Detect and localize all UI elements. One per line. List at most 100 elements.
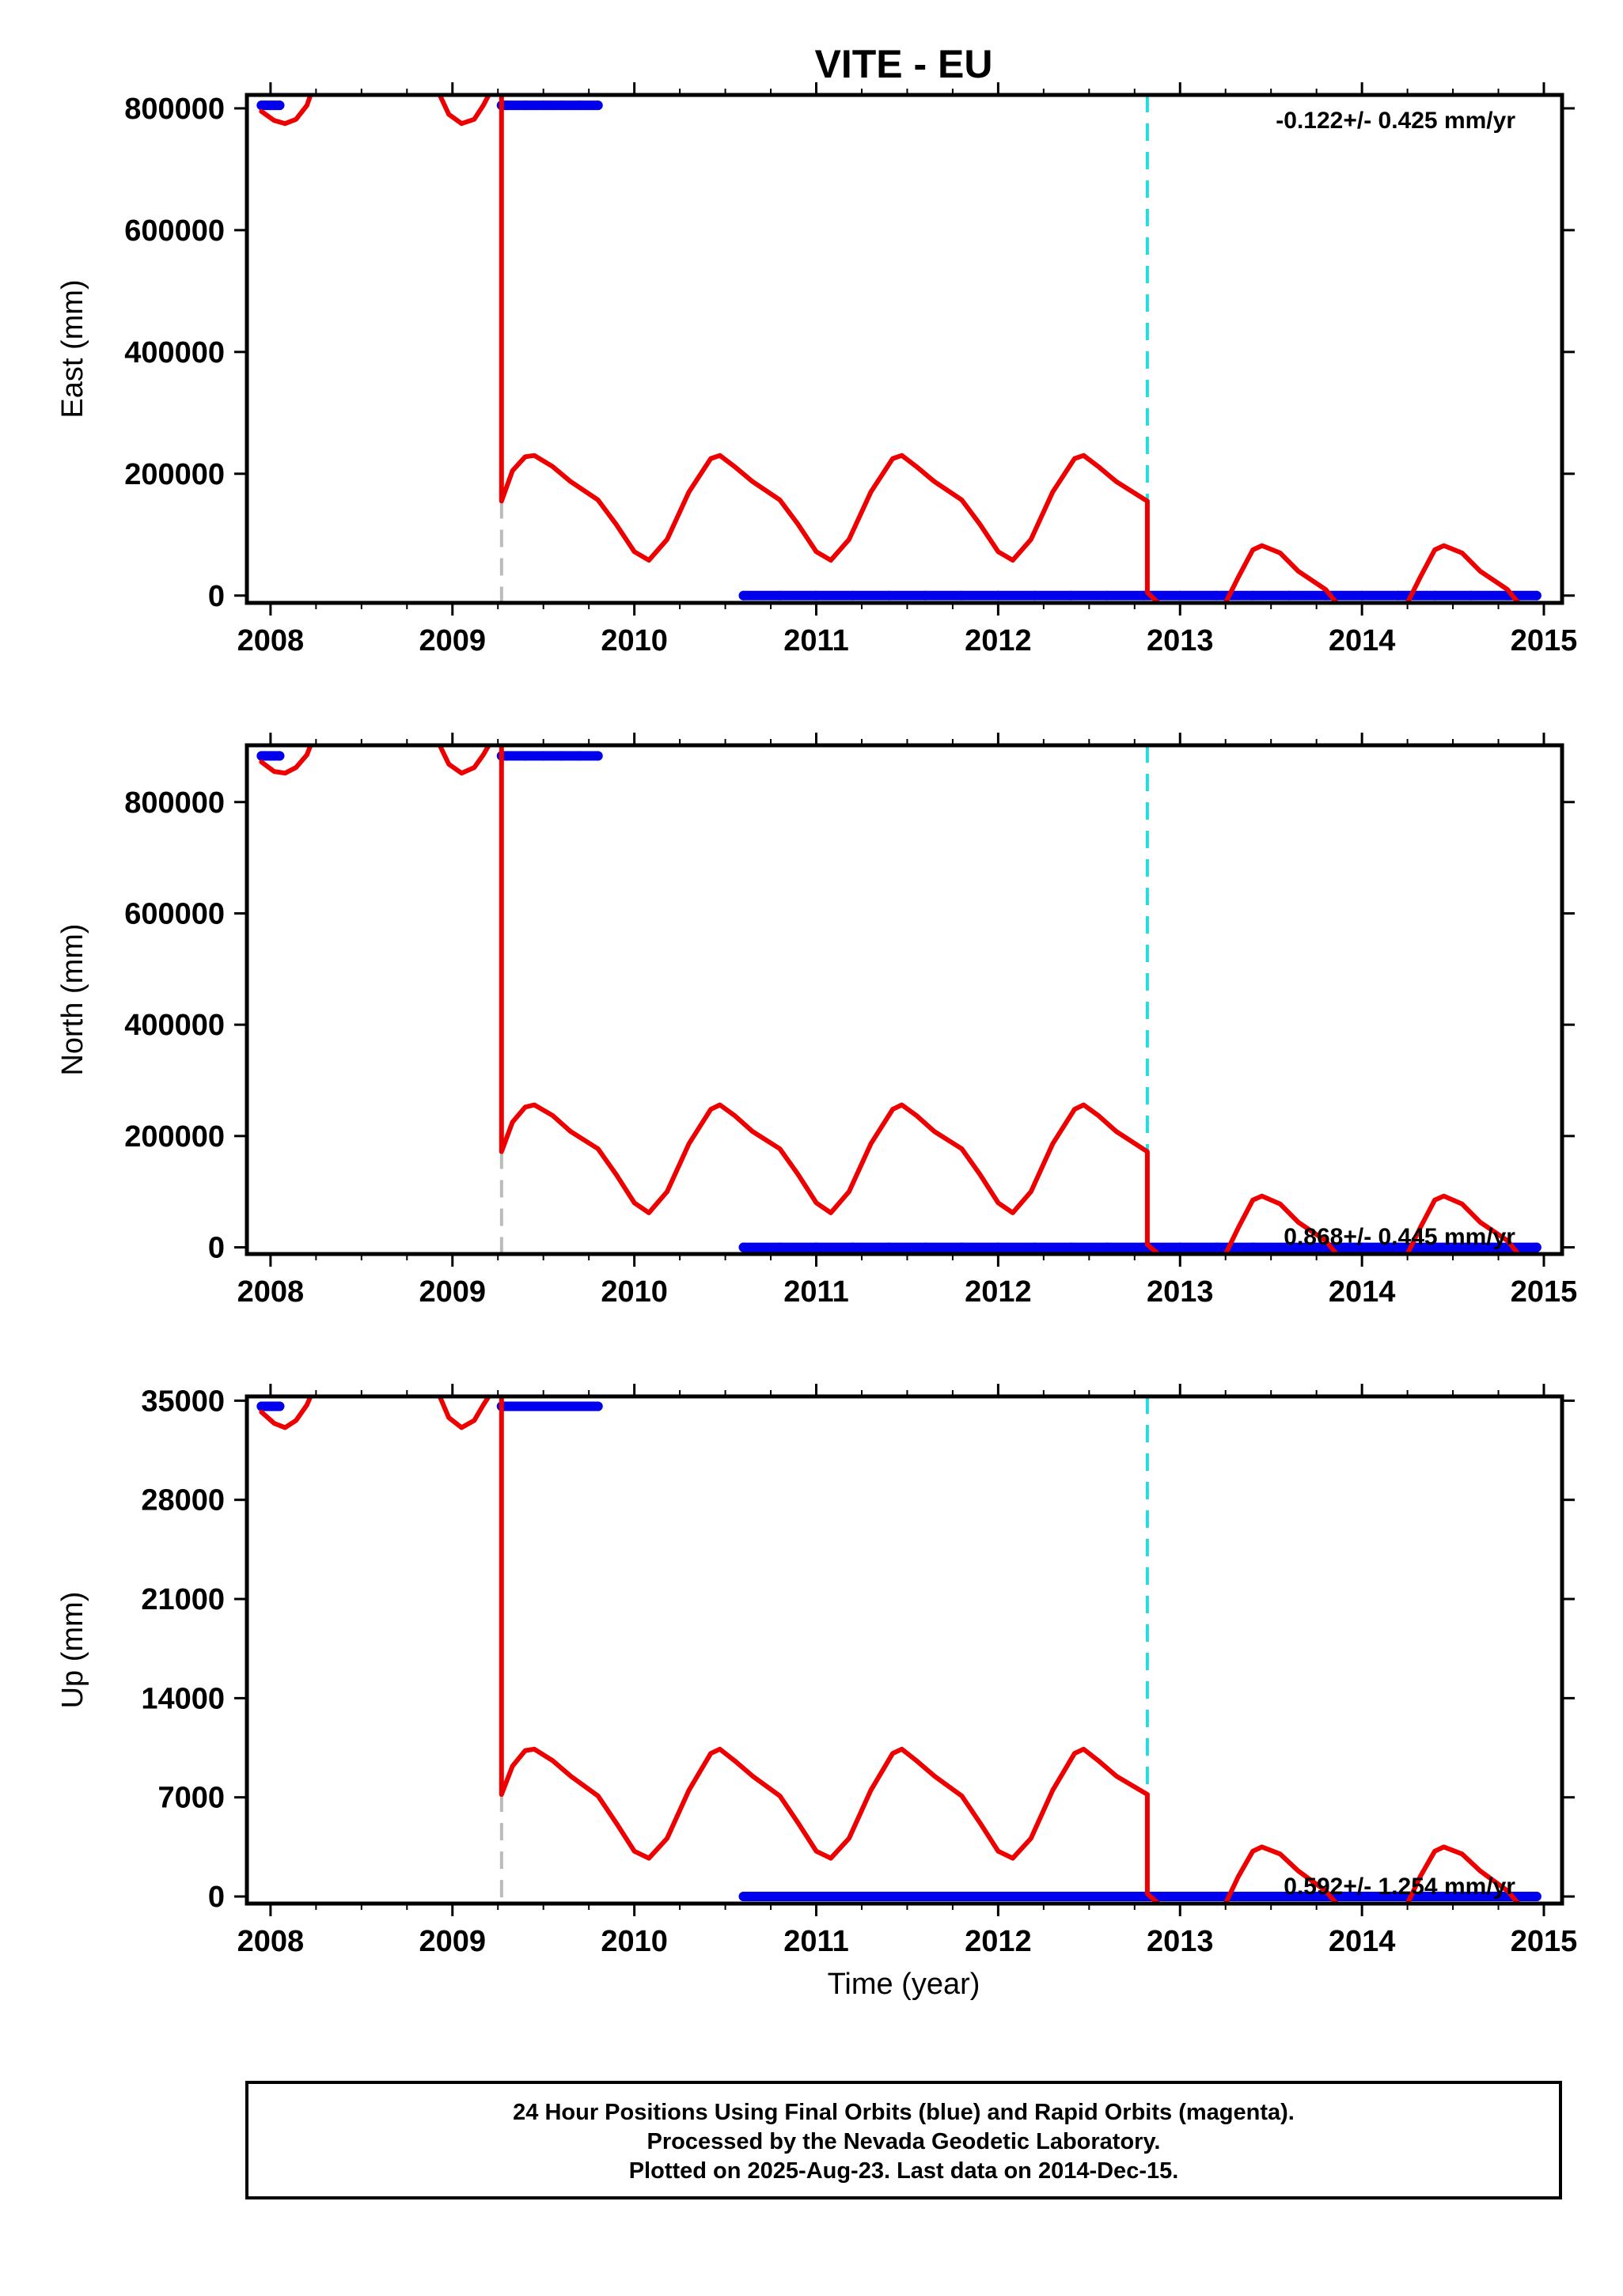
chart-title: VITE - EU [814, 42, 992, 86]
plot-frame [245, 743, 1564, 1256]
data-point [884, 590, 894, 601]
panel-east: 2008 2009 2010 2011 2012 2013 2014 2015 0 200000 4… [56, 82, 1577, 657]
y-tick-label: 600000 [124, 897, 225, 930]
data-point [275, 100, 285, 111]
plot-area [256, 745, 1541, 1254]
data-point [1394, 1242, 1404, 1252]
data-point [1102, 1892, 1113, 1902]
rate-label: 0.868+/- 0.445 mm/yr [1284, 1224, 1515, 1250]
data-point [1212, 590, 1222, 601]
data-point [538, 751, 548, 761]
data-point [1066, 1242, 1076, 1252]
data-point [884, 1892, 894, 1902]
model-line [259, 95, 313, 127]
y-tick-label: 800000 [124, 786, 225, 820]
x-tick-label: 2013 [1147, 1275, 1214, 1309]
panel-north: 2008 2009 2010 2011 2012 2013 2014 2015 0 200000 4… [56, 733, 1577, 1309]
y-tick-label: 21000 [141, 1583, 225, 1616]
data-point [1248, 590, 1258, 601]
x-tick-label: 2012 [965, 624, 1032, 657]
data-point [738, 1892, 749, 1902]
x-tick-label: 2010 [601, 1275, 668, 1309]
panel-up: 2008 2009 2010 2011 2012 2013 2014 2015 0 7000 140… [56, 1384, 1577, 1958]
model-line [259, 1396, 313, 1430]
data-point [520, 1401, 530, 1411]
data-point [1175, 1892, 1185, 1902]
x-tick-label: 2013 [1147, 624, 1214, 657]
data-point [920, 590, 931, 601]
data-point [775, 1242, 785, 1252]
x-tick-label: 2011 [783, 1925, 848, 1958]
data-point [1175, 590, 1185, 601]
y-tick-label: 14000 [141, 1682, 225, 1715]
chart-panels: 2008 2009 2010 2011 2012 2013 2014 2015 0 200000 4… [56, 82, 1577, 1958]
y-tick-label: 400000 [124, 1009, 225, 1042]
data-point [811, 1242, 821, 1252]
model-line [499, 1396, 1161, 1904]
data-point [1284, 1892, 1295, 1902]
y-tick-label: 600000 [124, 214, 225, 248]
x-tick-label: 2011 [783, 1275, 848, 1309]
data-point [738, 590, 749, 601]
model-line [1405, 1844, 1521, 1904]
data-point [957, 1892, 967, 1902]
data-point [520, 751, 530, 761]
data-point [775, 1892, 785, 1902]
data-point [848, 1892, 858, 1902]
y-axis-label: North (mm) [56, 923, 89, 1075]
plot-area [256, 95, 1541, 603]
data-point [993, 1242, 1003, 1252]
data-point [275, 751, 285, 761]
data-point [593, 100, 603, 111]
data-point [538, 100, 548, 111]
data-point [574, 100, 585, 111]
data-point [1030, 1242, 1040, 1252]
data-point [1175, 1242, 1185, 1252]
data-point [1030, 1892, 1040, 1902]
data-point [275, 1401, 285, 1411]
data-point [1531, 1242, 1541, 1252]
data-point [574, 751, 585, 761]
data-point [1284, 1242, 1295, 1252]
data-point [593, 1401, 603, 1411]
y-axis-label: Up (mm) [56, 1592, 89, 1709]
data-point [1531, 590, 1541, 601]
data-point [1430, 590, 1440, 601]
data-point [1466, 590, 1477, 601]
data-point [993, 1892, 1003, 1902]
model-line [437, 745, 491, 776]
data-point [775, 590, 785, 601]
data-point [957, 1242, 967, 1252]
data-point [1357, 1892, 1367, 1902]
x-tick-label: 2009 [419, 624, 486, 657]
data-point [884, 1242, 894, 1252]
data-point [556, 1401, 567, 1411]
data-point [811, 590, 821, 601]
y-tick-label: 400000 [124, 336, 225, 369]
data-point [1248, 1242, 1258, 1252]
model-line [499, 95, 1161, 603]
footer-line: Processed by the Nevada Geodetic Laborat… [647, 2129, 1161, 2154]
data-point [502, 100, 512, 111]
model-line [1405, 543, 1521, 603]
y-tick-label: 7000 [157, 1782, 225, 1815]
data-point [1066, 590, 1076, 601]
footer-box: 24 Hour Positions Using Final Orbits (bl… [245, 2081, 1562, 2199]
rate-label: 0.592+/- 1.254 mm/yr [1284, 1874, 1515, 1900]
x-tick-label: 2008 [237, 1925, 305, 1958]
x-tick-label: 2014 [1329, 1275, 1396, 1309]
x-tick-label: 2013 [1147, 1925, 1214, 1958]
data-point [1212, 1892, 1222, 1902]
model-line [437, 1396, 491, 1430]
x-tick-label: 2009 [419, 1925, 486, 1958]
y-axis-label: East (mm) [56, 279, 89, 418]
data-point [1531, 1892, 1541, 1902]
data-point [920, 1242, 931, 1252]
x-tick-label: 2015 [1511, 1925, 1578, 1958]
data-point [520, 100, 530, 111]
data-point [957, 590, 967, 601]
model-line [499, 745, 1161, 1254]
x-tick-label: 2008 [237, 1275, 305, 1309]
model-line [1223, 543, 1339, 603]
